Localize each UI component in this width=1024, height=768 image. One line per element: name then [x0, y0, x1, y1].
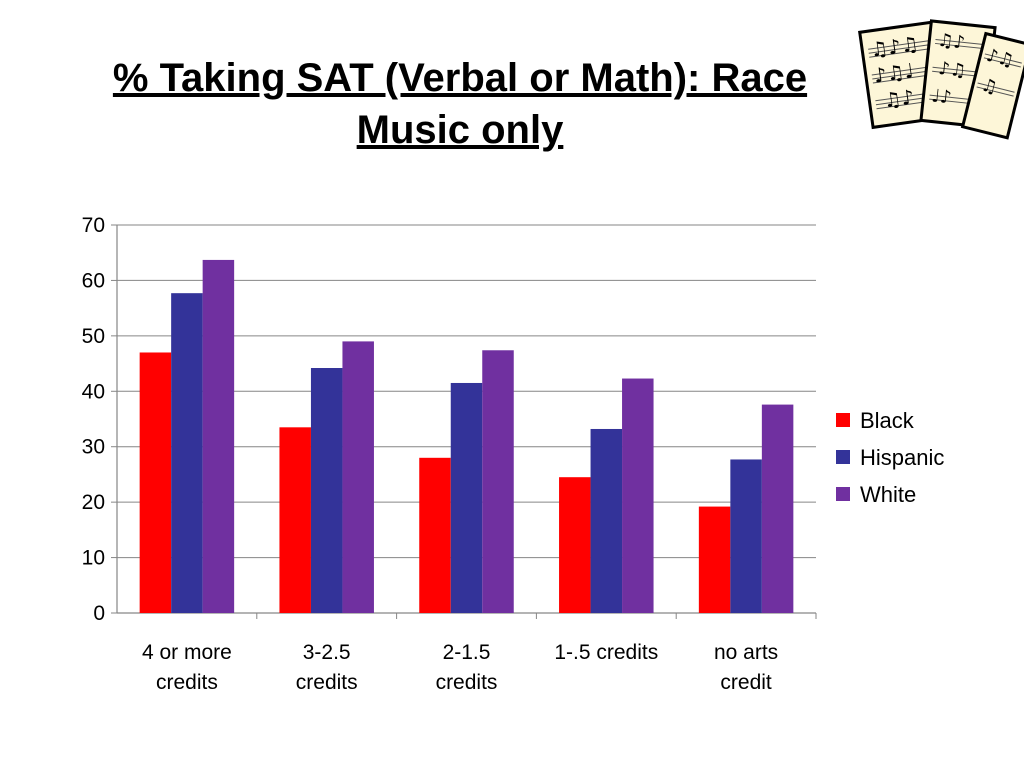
x-tick-label: 2-1.5 [443, 641, 491, 664]
bar-black [139, 352, 172, 613]
y-tick-label: 50 [82, 325, 105, 348]
y-tick-label: 40 [82, 380, 105, 403]
bar-hispanic [171, 293, 203, 613]
legend-label-black: Black [860, 408, 915, 433]
bar-black [279, 427, 311, 613]
svg-text:♫♪: ♫♪ [936, 30, 966, 54]
bar-white [342, 341, 374, 613]
bar-white [761, 404, 794, 613]
legend-label-hispanic: Hispanic [860, 445, 944, 470]
sheet-music-icon: ♫♪♫ ♪♫♩ ♫♪ ♫♪ ♪♫ ♩♪ ♪♫ ♫ [858, 19, 1024, 140]
legend-swatch-hispanic [836, 450, 850, 464]
y-tick-label: 30 [82, 436, 105, 459]
y-tick-label: 20 [82, 491, 105, 514]
bar-hispanic [590, 428, 623, 613]
slide-title-line-1: % Taking SAT (Verbal or Math): Race [112, 56, 808, 100]
bar-hispanic [730, 459, 762, 613]
x-tick-label: credits [296, 671, 358, 694]
bar-white [202, 259, 235, 613]
slide-title: % Taking SAT (Verbal or Math): Race Musi… [60, 52, 860, 156]
bar-black [419, 457, 451, 613]
y-tick-label: 60 [82, 269, 105, 292]
bar-hispanic [310, 368, 343, 613]
bar-black [698, 506, 731, 613]
legend-label-white: White [860, 482, 916, 507]
bar-black [559, 477, 591, 613]
legend-swatch-white [836, 487, 850, 501]
svg-text:♪♫♩: ♪♫♩ [872, 58, 915, 87]
x-tick-label: credits [156, 671, 218, 694]
y-tick-label: 70 [82, 214, 105, 237]
x-tick-label: no arts [714, 641, 778, 664]
svg-text:♫: ♫ [979, 74, 1000, 98]
svg-text:♪♫: ♪♫ [937, 58, 967, 82]
x-tick-label: 4 or more [142, 641, 232, 664]
x-tick-label: 3-2.5 [303, 641, 351, 664]
y-tick-label: 10 [82, 547, 105, 570]
svg-text:♫♪: ♫♪ [882, 85, 916, 113]
x-tick-label: credit [720, 671, 772, 694]
y-tick-label: 0 [93, 602, 105, 625]
x-tick-label: 1-.5 credits [554, 641, 658, 664]
slide-title-line-2: Music only [356, 108, 564, 152]
x-tick-label: credits [436, 671, 498, 694]
svg-text:♩♪: ♩♪ [930, 85, 952, 108]
bar-hispanic [450, 382, 483, 613]
bar-white [622, 378, 654, 613]
legend-swatch-black [836, 413, 850, 427]
bar-white [482, 350, 514, 613]
